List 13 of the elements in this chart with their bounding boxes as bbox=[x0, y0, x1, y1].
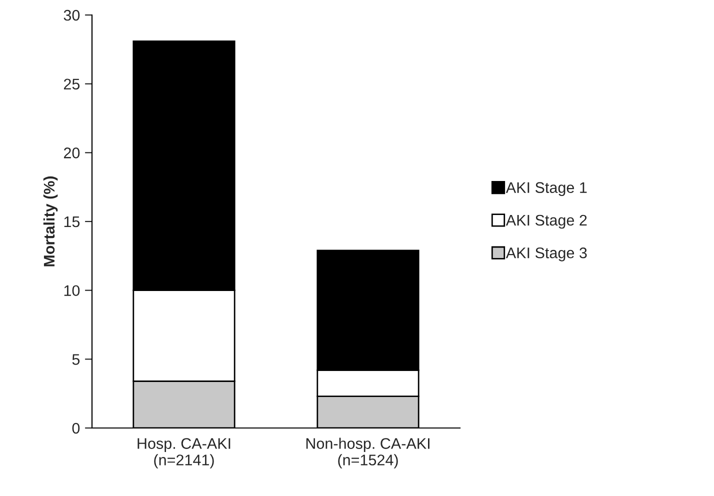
legend-label: AKI Stage 3 bbox=[506, 247, 587, 262]
y-tick-label: 0 bbox=[72, 422, 80, 434]
y-tick-label: 15 bbox=[64, 216, 80, 228]
x-tick-label: Hosp. CA-AKI (n=2141) bbox=[138, 438, 230, 468]
y-axis-title: Mortality (%) bbox=[43, 176, 58, 266]
y-tick-label: 30 bbox=[64, 10, 80, 21]
y-tick-label: 20 bbox=[64, 148, 80, 158]
y-tick-label: 5 bbox=[72, 354, 80, 365]
x-tick-label: Non-hosp. CA-AKI (n=1524) bbox=[306, 438, 430, 468]
legend-label: AKI Stage 2 bbox=[506, 214, 587, 229]
y-tick-label: 25 bbox=[64, 78, 80, 90]
y-tick-label: 10 bbox=[64, 285, 80, 296]
legend-label: AKI Stage 1 bbox=[506, 182, 587, 196]
